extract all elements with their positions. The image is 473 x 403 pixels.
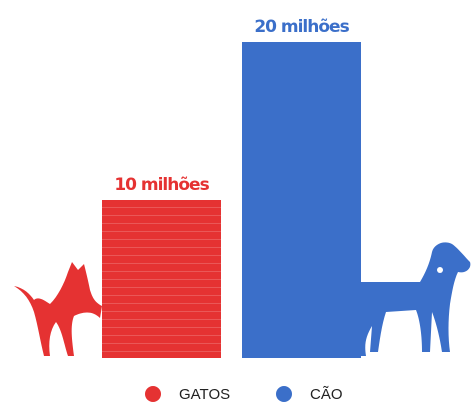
dog-silhouette [361, 242, 471, 356]
legend-label: CÃO [310, 386, 343, 403]
bar-texture [102, 200, 221, 358]
value-label: 10 milhões [114, 175, 209, 195]
legend: GATOS CÃO [145, 386, 343, 403]
bar [242, 42, 361, 358]
bars: 10 milhões 20 milhões [102, 17, 361, 358]
value-label: 20 milhões [254, 17, 349, 37]
legend-marker [145, 386, 161, 402]
cat-silhouette [14, 262, 102, 356]
legend-label: GATOS [179, 386, 230, 403]
legend-marker [276, 386, 292, 402]
dog-collar-tag [437, 267, 443, 273]
